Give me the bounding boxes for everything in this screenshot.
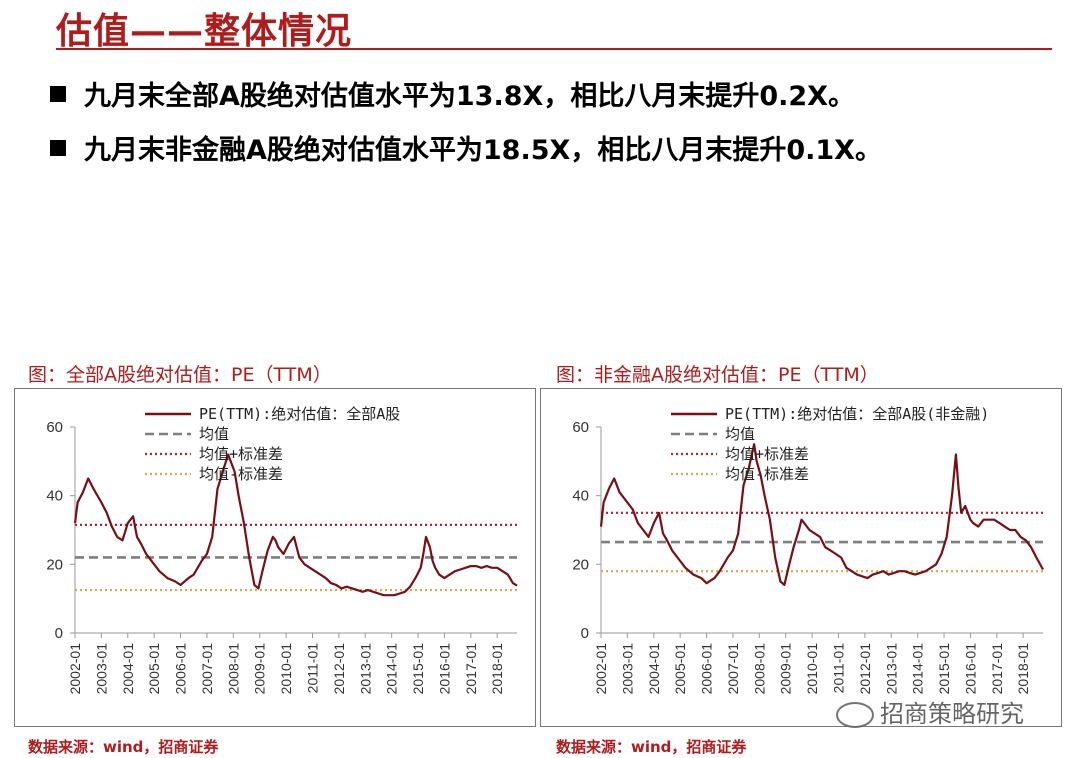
x-tick-label: 2016-01 — [436, 643, 452, 695]
x-tick-label: 2012-01 — [857, 643, 873, 695]
x-tick-label: 2008-01 — [751, 643, 767, 695]
title-divider — [56, 48, 1052, 50]
bullet-square-icon — [50, 86, 66, 102]
chart-panel-all-a: 0 20 40 60 2002-01 2003-01 2004-01 2005-01 2006-… — [14, 388, 536, 727]
y-tick-label: 20 — [46, 556, 63, 573]
chart-caption: 图：非金融A股绝对估值：PE（TTM） — [556, 364, 879, 386]
x-tick-label: 2004-01 — [120, 643, 136, 695]
x-tick-label: 2013-01 — [357, 643, 373, 695]
x-tick-label: 2011-01 — [830, 643, 846, 694]
legend-label: 均值-标准差 — [725, 465, 809, 483]
x-tick-label: 2009-01 — [252, 643, 268, 695]
x-tick-label: 2014-01 — [910, 643, 926, 695]
legend-label: 均值 — [199, 425, 229, 443]
x-tick-label: 2005-01 — [672, 643, 688, 695]
x-tick-label: 2002-01 — [593, 643, 609, 695]
legend-label: 均值 — [725, 425, 755, 443]
x-tick-label: 2011-01 — [304, 643, 320, 694]
x-tick-label: 2006-01 — [173, 643, 189, 695]
y-tick-label: 40 — [46, 488, 63, 505]
x-tick-label: 2009-01 — [778, 643, 794, 695]
x-tick-label: 2014-01 — [384, 643, 400, 695]
series-line — [599, 443, 1044, 586]
x-tick-label: 2002-01 — [67, 643, 83, 695]
legend-label: 均值+标准差 — [199, 445, 283, 463]
y-tick-label: 60 — [572, 419, 589, 436]
x-tick-label: 2018-01 — [489, 643, 505, 695]
watermark: 招商策略研究 — [836, 694, 1024, 729]
wechat-icon — [836, 702, 874, 728]
legend-label: PE(TTM):绝对估值：全部A股(非金融) — [725, 405, 989, 423]
y-tick-label: 40 — [572, 488, 589, 505]
x-tick-label: 2010-01 — [804, 643, 820, 695]
y-tick-label: 0 — [581, 625, 589, 642]
pe-chart-all-a: 0 20 40 60 2002-01 2003-01 2004-01 2005-01 2006-… — [46, 405, 518, 695]
x-tick-label: 2004-01 — [646, 643, 662, 695]
slide-title: 估值——整体情况 — [56, 10, 353, 52]
x-tick-label: 2005-01 — [146, 643, 162, 695]
chart-caption: 图：全部A股绝对估值：PE（TTM） — [28, 364, 332, 386]
series-line — [73, 453, 518, 597]
bullet-square-icon — [50, 140, 66, 156]
y-tick-label: 20 — [572, 556, 589, 573]
bullet-text: 九月末全部A股绝对估值水平为13.8X，相比八月末提升0.2X。 — [84, 81, 855, 112]
x-tick-label: 2008-01 — [225, 643, 241, 695]
x-tick-label: 2003-01 — [619, 643, 635, 695]
bullet-text: 九月末非金融A股绝对估值水平为18.5X，相比八月末提升0.1X。 — [84, 135, 882, 166]
x-tick-label: 2016-01 — [962, 643, 978, 695]
x-tick-label: 2006-01 — [699, 643, 715, 695]
x-tick-label: 2010-01 — [278, 643, 294, 695]
chart-source: 数据来源：wind，招商证券 — [556, 738, 747, 756]
x-tick-label: 2013-01 — [883, 643, 899, 695]
x-tick-label: 2015-01 — [936, 643, 952, 695]
x-tick-label: 2012-01 — [331, 643, 347, 695]
legend-label: 均值-标准差 — [199, 465, 283, 483]
x-tick-label: 2003-01 — [93, 643, 109, 695]
chart-source: 数据来源：wind，招商证券 — [28, 738, 219, 756]
legend-label: PE(TTM):绝对估值：全部A股 — [199, 405, 400, 423]
x-tick-label: 2017-01 — [989, 643, 1005, 695]
bullet-item: 九月末全部A股绝对估值水平为13.8X，相比八月末提升0.2X。 — [50, 74, 855, 113]
x-tick-label: 2017-01 — [463, 643, 479, 695]
y-tick-label: 60 — [46, 419, 63, 436]
x-tick-label: 2007-01 — [725, 643, 741, 695]
bullet-item: 九月末非金融A股绝对估值水平为18.5X，相比八月末提升0.1X。 — [50, 128, 882, 167]
watermark-text: 招商策略研究 — [880, 700, 1024, 728]
pe-chart-non-financial: 0 20 40 60 2002-01 2003-01 2004-01 2005-01 2006-… — [572, 405, 1044, 695]
legend-label: 均值+标准差 — [725, 445, 809, 463]
y-tick-label: 0 — [55, 625, 63, 642]
x-tick-label: 2007-01 — [199, 643, 215, 695]
x-tick-label: 2015-01 — [410, 643, 426, 695]
chart-panel-non-financial: 0 20 40 60 2002-01 2003-01 2004-01 2005-01 2006-… — [540, 388, 1062, 727]
x-tick-label: 2018-01 — [1015, 643, 1031, 695]
